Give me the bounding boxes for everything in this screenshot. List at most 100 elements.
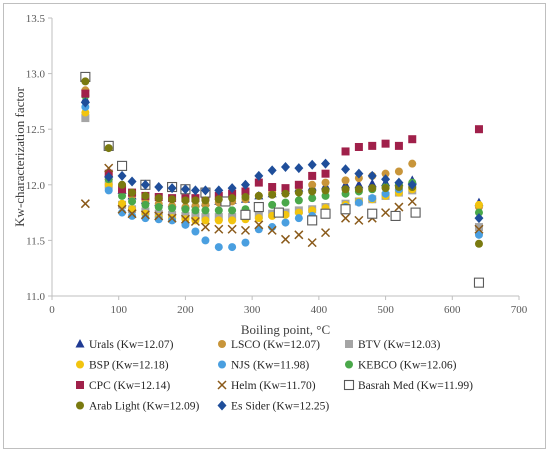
legend-label: Urals (Kw=12.07) (89, 339, 174, 351)
data-point (408, 159, 417, 168)
data-point (307, 215, 318, 226)
legend-marker (345, 360, 353, 369)
data-point (268, 200, 277, 209)
x-tick-label: 500 (377, 304, 394, 316)
data-point (321, 191, 330, 200)
data-point (268, 190, 277, 199)
data-point (321, 178, 330, 187)
data-point (201, 196, 210, 205)
data-point (368, 141, 377, 150)
data-point (154, 194, 163, 203)
data-point (241, 193, 250, 202)
legend: Urals (Kw=12.07) LSCO (Kw=12.07) BTV (Kw=1… (75, 339, 473, 413)
y-tick-label: 13.0 (26, 69, 46, 81)
y-tick-label: 12.5 (26, 124, 46, 136)
data-point (308, 206, 317, 215)
data-point (117, 204, 127, 214)
data-point (104, 163, 114, 173)
data-point (117, 170, 127, 181)
data-point (154, 182, 164, 193)
data-point (228, 206, 237, 215)
data-point (254, 170, 264, 181)
legend-marker (76, 381, 84, 389)
data-point (191, 211, 200, 220)
data-point (228, 189, 237, 198)
y-tick-label: 11.0 (26, 291, 45, 303)
data-point (381, 139, 390, 148)
data-point (240, 209, 251, 220)
data-point (394, 141, 403, 150)
legend-label: BTV (Kw=12.03) (358, 339, 440, 351)
data-point (128, 211, 137, 220)
data-point (340, 204, 351, 215)
data-point (474, 200, 483, 209)
data-point (354, 185, 363, 194)
data-point (281, 198, 290, 207)
data-point (381, 189, 390, 198)
data-point (141, 200, 150, 209)
data-point (191, 196, 200, 205)
data-point (240, 225, 251, 235)
legend-marker (217, 400, 227, 411)
data-point (281, 218, 290, 227)
data-point (308, 180, 317, 189)
data-point (117, 160, 128, 171)
data-point (280, 234, 291, 244)
data-point (474, 239, 483, 248)
data-point (241, 187, 250, 196)
data-point (267, 225, 277, 235)
data-point (104, 186, 113, 195)
x-tick-label: 700 (511, 304, 528, 316)
x-tick-label: 100 (110, 304, 127, 316)
data-point (307, 159, 317, 170)
data-point (253, 201, 264, 213)
data-point (228, 243, 237, 252)
data-point (474, 125, 483, 134)
data-point (118, 180, 127, 189)
legend-marker (218, 340, 226, 348)
legend-label: Es Sider (Kw=12.25) (231, 401, 329, 413)
data-point (201, 216, 210, 225)
legend-label: BSP (Kw=12.18) (89, 360, 169, 372)
data-point (367, 208, 378, 219)
data-point (294, 163, 304, 174)
x-tick-label: 200 (177, 304, 194, 316)
data-point (294, 188, 303, 197)
data-point (354, 142, 363, 151)
legend-label: CPC (Kw=12.14) (89, 380, 170, 392)
data-point (81, 108, 90, 117)
legend-label: LSCO (Kw=12.07) (231, 339, 320, 351)
data-point (254, 214, 263, 223)
data-point (254, 220, 264, 230)
data-point (228, 216, 237, 225)
data-point (474, 224, 484, 234)
data-point (190, 216, 200, 227)
data-point (308, 187, 317, 196)
data-point (294, 230, 304, 240)
data-point (104, 172, 114, 183)
data-point (381, 174, 391, 185)
legend-marker (345, 340, 353, 348)
data-point (167, 183, 177, 194)
data-point (181, 205, 190, 214)
legend-marker (217, 380, 227, 390)
data-point (308, 171, 317, 180)
data-point (191, 216, 200, 225)
data-point (81, 114, 90, 123)
data-point (180, 184, 190, 195)
data-point (341, 147, 350, 156)
data-point (128, 188, 137, 197)
data-point (214, 216, 223, 225)
data-point (140, 179, 150, 190)
data-point (410, 207, 421, 218)
scatter-chart: 11.0 11.5 12.0 12.5 13.0 13.5 0 100 200 300 400 500… (12, 13, 528, 413)
data-point (390, 210, 401, 221)
data-point (168, 216, 177, 225)
data-point (181, 196, 190, 205)
data-point (354, 215, 364, 225)
data-point (254, 178, 263, 187)
data-point (408, 135, 417, 144)
data-point (168, 204, 177, 213)
data-point (241, 238, 250, 247)
series-7 (80, 163, 484, 248)
